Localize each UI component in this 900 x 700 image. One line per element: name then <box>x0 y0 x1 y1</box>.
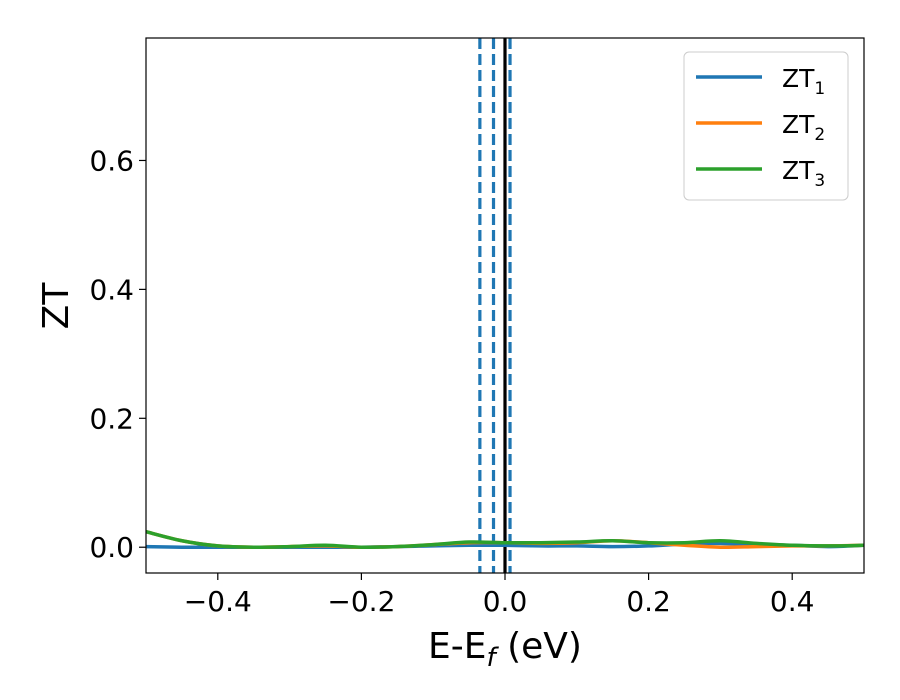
legend: ZT1 ZT2 ZT3 <box>683 51 849 201</box>
reference-lines <box>478 38 512 573</box>
y-axis: 0.0 0.2 0.4 0.6 <box>89 144 146 564</box>
y-tick-label: 0.4 <box>89 273 134 306</box>
legend-label-zt2: ZT2 <box>782 110 825 145</box>
legend-label-zt3: ZT3 <box>782 156 825 191</box>
y-axis-label: ZT <box>36 282 77 330</box>
x-tick-label: 0.2 <box>626 585 671 618</box>
x-axis-label: E-Ef (eV) <box>428 626 582 673</box>
x-tick-label: 0.0 <box>483 585 528 618</box>
y-tick-label: 0.2 <box>89 402 134 435</box>
y-tick-label: 0.6 <box>89 144 134 177</box>
x-tick-label: −0.4 <box>184 585 252 618</box>
series-line-zt3 <box>146 530 864 550</box>
series-layer <box>146 530 864 550</box>
x-tick-label: 0.4 <box>770 585 815 618</box>
x-axis: −0.4 −0.2 0.0 0.2 0.4 <box>184 573 815 618</box>
y-tick-label: 0.0 <box>89 531 134 564</box>
legend-box <box>683 51 849 201</box>
x-tick-label: −0.2 <box>327 585 395 618</box>
legend-label-zt1: ZT1 <box>782 64 825 99</box>
